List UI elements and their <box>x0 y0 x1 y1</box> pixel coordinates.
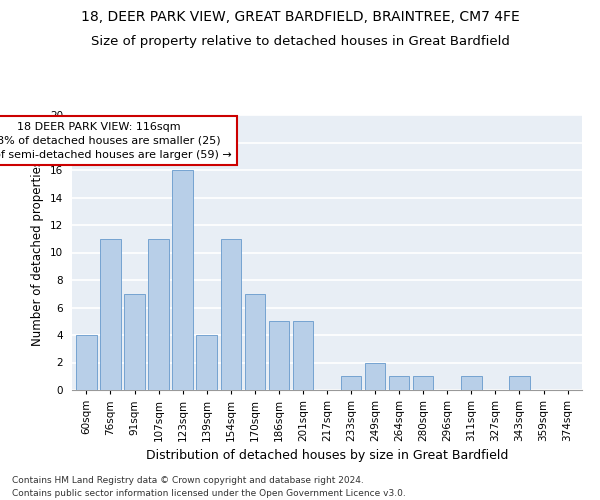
Text: 18, DEER PARK VIEW, GREAT BARDFIELD, BRAINTREE, CM7 4FE: 18, DEER PARK VIEW, GREAT BARDFIELD, BRA… <box>80 10 520 24</box>
Text: Size of property relative to detached houses in Great Bardfield: Size of property relative to detached ho… <box>91 35 509 48</box>
Bar <box>413 376 433 390</box>
Bar <box>148 239 169 390</box>
Bar <box>196 335 217 390</box>
Bar <box>389 376 409 390</box>
Bar <box>365 362 385 390</box>
Text: Contains public sector information licensed under the Open Government Licence v3: Contains public sector information licen… <box>12 488 406 498</box>
Y-axis label: Number of detached properties: Number of detached properties <box>31 160 44 346</box>
Bar <box>341 376 361 390</box>
Bar <box>245 294 265 390</box>
Bar <box>269 322 289 390</box>
Bar <box>124 294 145 390</box>
Bar <box>509 376 530 390</box>
Text: 18 DEER PARK VIEW: 116sqm
← 28% of detached houses are smaller (25)
66% of semi-: 18 DEER PARK VIEW: 116sqm ← 28% of detac… <box>0 122 232 160</box>
Bar <box>76 335 97 390</box>
Bar <box>461 376 482 390</box>
Bar <box>293 322 313 390</box>
X-axis label: Distribution of detached houses by size in Great Bardfield: Distribution of detached houses by size … <box>146 450 508 462</box>
Text: Contains HM Land Registry data © Crown copyright and database right 2024.: Contains HM Land Registry data © Crown c… <box>12 476 364 485</box>
Bar <box>172 170 193 390</box>
Bar <box>100 239 121 390</box>
Bar <box>221 239 241 390</box>
